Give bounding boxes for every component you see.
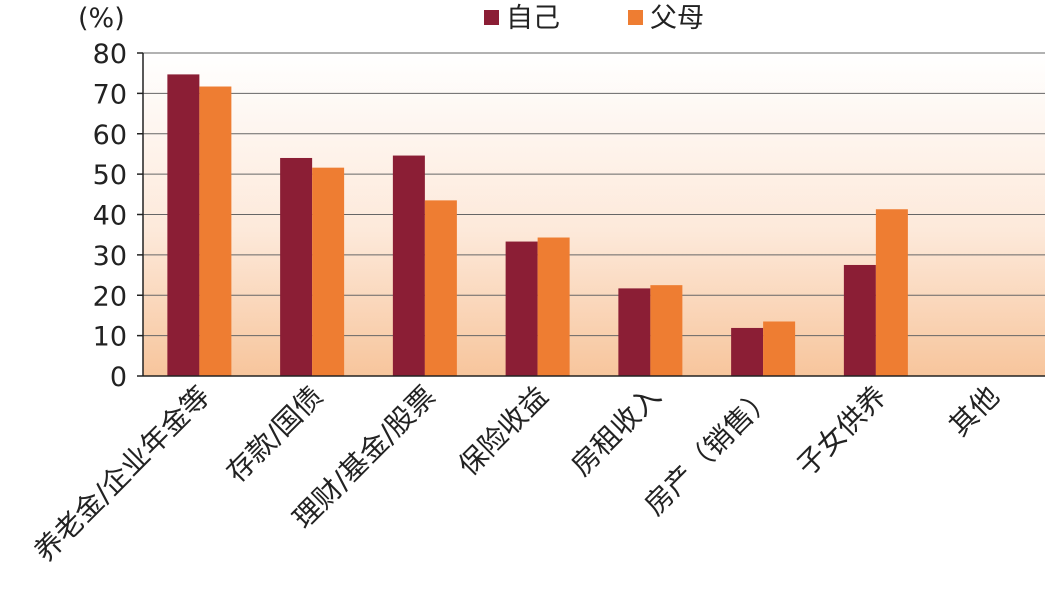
- bar-parents: [875, 209, 908, 376]
- legend: 自己 父母: [484, 3, 704, 34]
- x-tick-label: 其他: [943, 380, 1006, 443]
- y-tick-label: 60: [93, 120, 127, 151]
- bar-self: [843, 264, 876, 376]
- bar-self: [167, 74, 200, 377]
- x-tick-label: 存款/国债: [220, 380, 329, 489]
- x-tick-label: 房租收入: [565, 380, 668, 483]
- x-tick-label: 子女供养: [790, 380, 893, 483]
- bar-parents: [424, 200, 457, 376]
- y-tick-label: 10: [93, 322, 127, 353]
- y-tick-label: 80: [93, 39, 127, 70]
- y-tick-labels: 0 10 20 30 40 50 60 70 80: [93, 39, 143, 393]
- x-tick-label: 养老金/企业年金等: [28, 380, 216, 568]
- bar-self: [280, 157, 313, 376]
- x-tick-label: 保险收益: [452, 380, 555, 483]
- y-tick-label: 0: [110, 362, 127, 393]
- legend-swatch: [628, 10, 643, 25]
- y-tick-label: 40: [93, 201, 127, 232]
- bar-self: [731, 327, 764, 376]
- legend-label: 父母: [650, 3, 704, 34]
- bar-parents: [199, 86, 232, 376]
- bar-self: [505, 241, 538, 376]
- y-tick-label: 50: [93, 160, 127, 191]
- legend-swatch: [484, 10, 499, 25]
- y-tick-label: 30: [93, 241, 127, 272]
- bar-parents: [650, 285, 683, 376]
- y-unit-label: (%): [78, 3, 125, 34]
- bar-parents: [763, 321, 796, 376]
- bar-parents: [537, 237, 570, 376]
- bar-self: [618, 288, 651, 376]
- bar-self: [392, 155, 425, 376]
- bars: [167, 74, 908, 377]
- y-tick-label: 20: [93, 281, 127, 312]
- bar-parents: [312, 167, 345, 376]
- y-tick-label: 70: [93, 79, 127, 110]
- legend-label: 自己: [506, 3, 560, 34]
